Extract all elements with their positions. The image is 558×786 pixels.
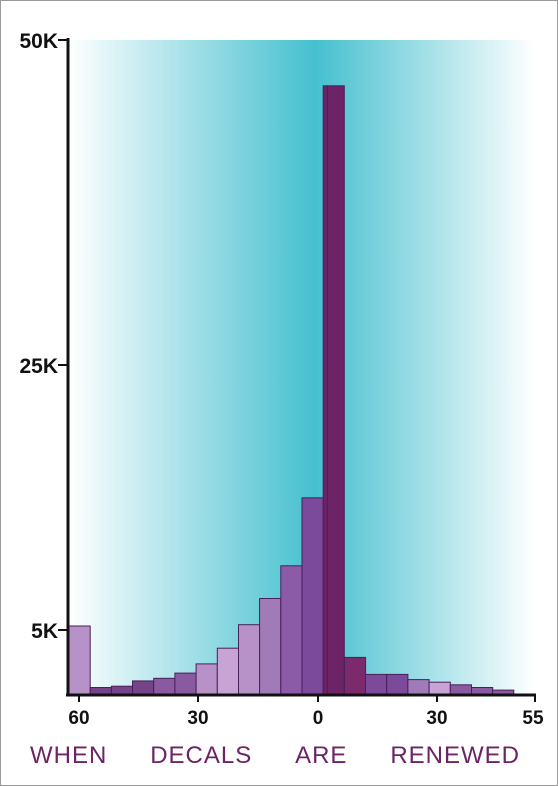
x-tick-label-0: 0 bbox=[313, 708, 324, 729]
histogram-bar bbox=[216, 647, 240, 695]
histogram-bar bbox=[343, 656, 367, 695]
histogram-bar bbox=[89, 687, 112, 695]
histogram-bar bbox=[153, 677, 176, 695]
histogram-bar bbox=[174, 672, 197, 695]
x-axis-title-word-renewed: RENEWED bbox=[390, 742, 520, 769]
y-tick-label-5k: 5K bbox=[31, 620, 58, 643]
x-tick-label-60: 60 bbox=[68, 708, 89, 729]
histogram-bar bbox=[259, 598, 282, 695]
histogram-bar bbox=[280, 565, 303, 695]
x-tick-label-30-right: 30 bbox=[426, 708, 447, 729]
histogram-bar bbox=[326, 85, 345, 695]
histogram-bar bbox=[195, 663, 218, 695]
histogram-bar bbox=[471, 687, 494, 695]
y-tick-label-25k: 25K bbox=[19, 355, 58, 378]
histogram-bar bbox=[322, 85, 328, 695]
x-axis-title-word-decals: DECALS bbox=[150, 742, 253, 769]
histogram-bar bbox=[68, 625, 91, 695]
histogram-bar bbox=[132, 680, 155, 695]
histogram-bar bbox=[301, 497, 324, 695]
histogram-bar bbox=[110, 685, 134, 695]
histogram-bar bbox=[407, 679, 430, 695]
x-tick-label-55: 55 bbox=[522, 708, 544, 729]
bars-group bbox=[68, 85, 515, 695]
histogram-bar bbox=[449, 684, 472, 695]
y-tick-label-50k: 50K bbox=[19, 30, 58, 53]
histogram-bar bbox=[428, 681, 451, 695]
x-axis-title-word-when: WHEN bbox=[30, 742, 108, 769]
x-axis-title: WHEN DECALS ARE RENEWED bbox=[30, 742, 520, 770]
histogram-bar bbox=[365, 673, 388, 695]
x-axis-title-word-are: ARE bbox=[295, 742, 348, 769]
histogram-bar bbox=[492, 689, 515, 695]
histogram-bar bbox=[238, 624, 261, 695]
histogram-bar bbox=[386, 673, 409, 695]
x-tick-label-30-left: 30 bbox=[187, 708, 208, 729]
